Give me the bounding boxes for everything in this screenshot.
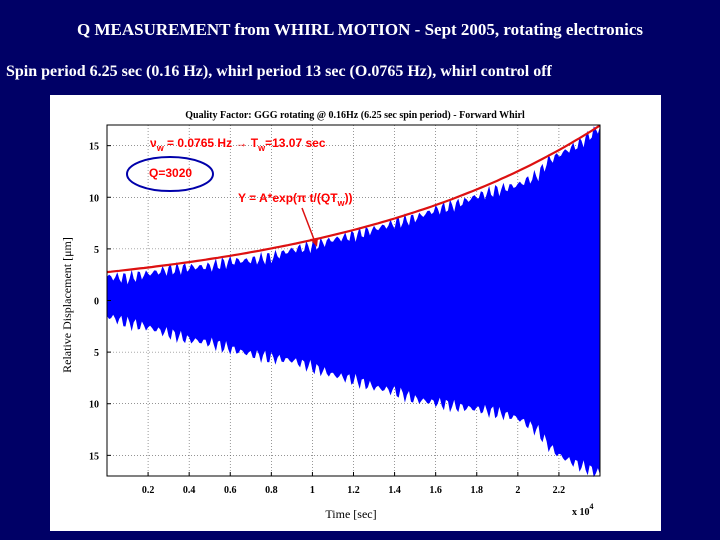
x-tick-label: 1	[310, 485, 315, 496]
y-tick-label: 15	[89, 142, 99, 153]
x-multiplier: x 104	[572, 502, 594, 518]
chart-title: Quality Factor: GGG rotating @ 0.16Hz (6…	[185, 110, 525, 121]
chart: Quality Factor: GGG rotating @ 0.16Hz (6…	[60, 110, 601, 521]
exponential-fit-curve	[106, 124, 601, 274]
data-layer	[106, 124, 601, 478]
slide-subtitle: Spin period 6.25 sec (0.16 Hz), whirl pe…	[6, 63, 552, 80]
y-tick-label: 10	[89, 400, 99, 411]
y-tick-label: 15	[89, 451, 99, 462]
x-tick-label: 0.4	[183, 485, 196, 496]
y-tick-label: 5	[94, 348, 99, 359]
x-tick-label: 0.6	[224, 485, 237, 496]
x-tick-label: 1.4	[388, 485, 401, 496]
x-tick-label: 1.2	[347, 485, 360, 496]
freq-annotation: νw = 0.0765 Hz → Tw=13.07 sec	[150, 136, 326, 153]
x-tick-label: 2.2	[553, 485, 566, 496]
fit-equation: Y = A*exp(π t/(QTw))	[238, 191, 353, 208]
y-tick-label: 5	[94, 245, 99, 256]
fit-arrow	[301, 207, 318, 247]
y-axis-label: Relative Displacement [μm]	[60, 237, 74, 373]
slide-title: Q MEASUREMENT from WHIRL MOTION - Sept 2…	[76, 20, 644, 39]
q-value-ellipse	[126, 156, 214, 192]
x-tick-label: 0.8	[265, 485, 278, 496]
whirl-displacement-envelope	[107, 126, 600, 478]
x-tick-label: 2	[515, 485, 520, 496]
x-axis-label: Time [sec]	[325, 507, 376, 521]
x-tick-label: 1.8	[471, 485, 484, 496]
ticks: 0.2 0.4 0.6 0.8 1 1.2 1.4 1.6 1.8 2 2.2 15 10 5 0 5 10 15	[89, 142, 565, 496]
x-tick-label: 1.6	[429, 485, 442, 496]
x-tick-label: 0.2	[142, 485, 155, 496]
chart-figure: Quality Factor: GGG rotating @ 0.16Hz (6…	[50, 95, 661, 531]
y-tick-label: 0	[94, 297, 99, 308]
y-tick-label: 10	[89, 193, 99, 204]
q-value-label: Q=3020	[149, 166, 192, 180]
